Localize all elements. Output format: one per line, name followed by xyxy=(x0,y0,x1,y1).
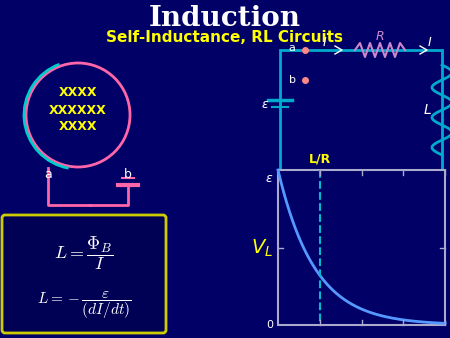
Bar xyxy=(280,50,442,170)
Text: I: I xyxy=(323,37,327,49)
Text: Induction: Induction xyxy=(149,4,301,31)
Text: L/R: L/R xyxy=(309,153,331,166)
Text: a: a xyxy=(288,43,296,53)
Text: $\varepsilon$: $\varepsilon$ xyxy=(261,97,269,111)
Text: $L = -\dfrac{\varepsilon}{(dI / dt)}$: $L = -\dfrac{\varepsilon}{(dI / dt)}$ xyxy=(37,289,131,321)
Text: $\varepsilon$: $\varepsilon$ xyxy=(265,172,273,185)
Text: I: I xyxy=(428,37,432,49)
Text: L: L xyxy=(424,103,432,117)
Text: a: a xyxy=(44,169,52,182)
Text: Self-Inductance, RL Circuits: Self-Inductance, RL Circuits xyxy=(107,30,343,46)
Text: $V_L$: $V_L$ xyxy=(251,237,273,259)
Text: b: b xyxy=(288,75,296,85)
Text: R: R xyxy=(376,29,384,43)
Text: 0: 0 xyxy=(266,320,273,330)
Bar xyxy=(278,170,445,325)
Text: $L = \dfrac{\Phi_B}{I}$: $L = \dfrac{\Phi_B}{I}$ xyxy=(54,234,113,272)
Text: XXXX
XXXXXX
XXXX: XXXX XXXXXX XXXX xyxy=(49,87,107,134)
Text: b: b xyxy=(124,169,132,182)
FancyBboxPatch shape xyxy=(2,215,166,333)
